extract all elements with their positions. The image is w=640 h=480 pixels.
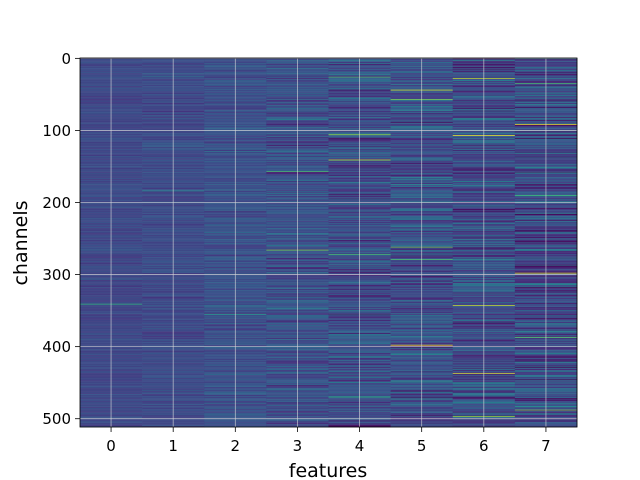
x-tick-label: 2 [231,437,241,455]
x-tick-label: 6 [479,437,489,455]
x-axis-ticks: 0 1 2 3 4 5 6 7 [106,427,551,455]
heatmap-cells [80,58,578,428]
x-tick-label: 4 [355,437,365,455]
x-tick-label: 5 [417,437,427,455]
y-tick-label: 200 [42,194,71,212]
y-tick-label: 0 [61,50,71,68]
x-tick-label: 3 [293,437,303,455]
y-tick-label: 300 [42,266,71,284]
y-tick-label: 500 [42,410,71,428]
y-tick-label: 100 [42,122,71,140]
y-axis-ticks: 0 100 200 300 400 500 [42,50,80,428]
x-axis-label: features [289,460,368,480]
y-axis-label: channels [10,200,32,285]
x-tick-label: 1 [168,437,178,455]
gridlines [80,57,577,427]
y-tick-label: 400 [42,338,71,356]
x-tick-label: 0 [106,437,116,455]
plot-frame [79,57,578,428]
x-tick-label: 7 [541,437,551,455]
